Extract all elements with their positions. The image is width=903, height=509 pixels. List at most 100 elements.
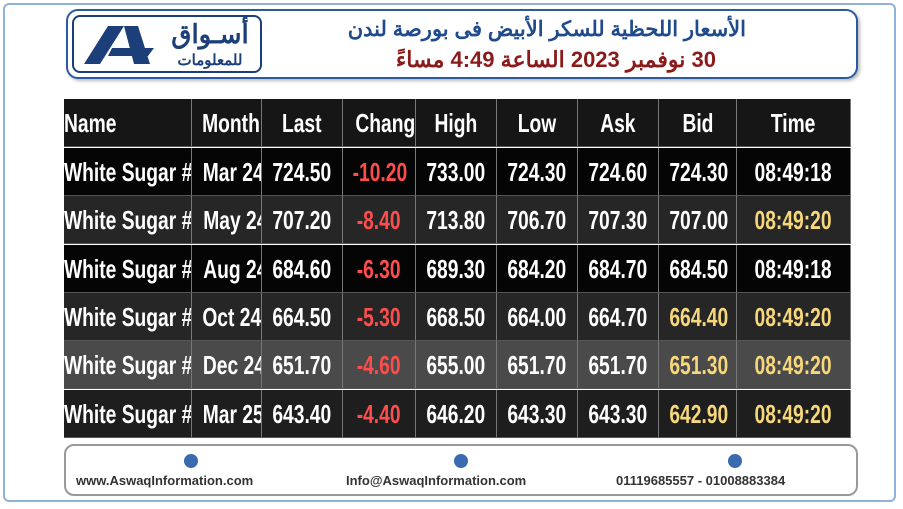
cell-text: White Sugar #5 <box>64 253 192 284</box>
cell: Mar 24 <box>192 148 262 196</box>
cell-text: 651.30 <box>669 350 729 381</box>
cell: Mar 25 <box>192 389 262 438</box>
cell: White Sugar #5 <box>64 292 192 341</box>
cell-text: 684.20 <box>507 253 567 284</box>
cell: -8.40 <box>343 196 416 245</box>
cell-text: -5.30 <box>357 301 401 332</box>
cell: White Sugar #5 <box>64 389 192 438</box>
cell-text: 655.00 <box>426 350 486 381</box>
column-header: High <box>416 99 497 147</box>
frame <box>3 3 896 502</box>
cell: Aug 24 <box>192 244 262 293</box>
cell: 655.00 <box>416 341 497 390</box>
cell: 664.00 <box>497 292 578 341</box>
cell: 643.30 <box>578 389 659 438</box>
cell-text: 08:49:20 <box>754 301 833 332</box>
cell: 08:49:20 <box>737 341 851 390</box>
cell-text: 08:49:20 <box>754 350 833 381</box>
header: أسـواق للمعلومات الأسعار اللحظية للسكر ا… <box>66 9 858 79</box>
column-header-text: High <box>434 108 478 138</box>
cell: 643.40 <box>262 389 343 438</box>
column-header: Change <box>343 99 416 147</box>
cell: 08:49:18 <box>737 244 851 293</box>
cell: 707.00 <box>659 196 737 245</box>
cell-text: -8.40 <box>357 205 401 236</box>
cell-text: 651.70 <box>272 350 332 381</box>
cell-text: Oct 24 <box>202 301 262 332</box>
cell-text: 08:49:18 <box>754 253 833 284</box>
website: www.AswaqInformation.com <box>76 473 254 488</box>
cell-text: 684.70 <box>588 253 648 284</box>
cell: 08:49:18 <box>737 148 851 196</box>
cell-text: -6.30 <box>357 253 401 284</box>
cell-text: 707.30 <box>588 205 648 236</box>
cell: 684.50 <box>659 244 737 293</box>
cell: 707.20 <box>262 196 343 245</box>
logo-text: أسـواق <box>171 19 249 49</box>
cell-text: Dec 24 <box>202 350 262 381</box>
column-header-text: Month <box>202 108 260 138</box>
column-header-text: Time <box>771 108 816 138</box>
cell: 706.70 <box>497 196 578 245</box>
column-header: Month <box>192 99 262 147</box>
cell-text: 643.30 <box>588 398 648 429</box>
column-header-text: Low <box>517 108 557 138</box>
cell-text: 684.50 <box>669 253 729 284</box>
cell: -4.40 <box>343 389 416 438</box>
email: Info@AswaqInformation.com <box>346 473 527 488</box>
column-header-text: Last <box>282 108 322 138</box>
cell-text: 643.40 <box>272 398 332 429</box>
cell: -4.60 <box>343 341 416 390</box>
cell-text: White Sugar #5 <box>64 398 192 429</box>
cell-text: 642.90 <box>669 398 729 429</box>
cell-text: White Sugar #5 <box>64 157 192 187</box>
cell-text: 707.00 <box>669 205 729 236</box>
cell: 684.20 <box>497 244 578 293</box>
cell: 724.30 <box>659 148 737 196</box>
column-header: Last <box>262 99 343 147</box>
cell: 643.30 <box>497 389 578 438</box>
cell-text: 724.50 <box>272 157 332 187</box>
cell: May 24 <box>192 196 262 245</box>
cell: 651.70 <box>262 341 343 390</box>
cell: 651.70 <box>497 341 578 390</box>
column-header-text: Ask <box>600 108 636 138</box>
cell-text: 08:49:18 <box>754 157 833 187</box>
cell-text: 664.40 <box>669 301 729 332</box>
cell-text: 724.30 <box>669 157 729 187</box>
cell-text: 08:49:20 <box>754 398 833 429</box>
subtitle: 30 نوفمبر 2023 الساعة 4:49 مساءً <box>395 47 716 72</box>
cell: 651.70 <box>578 341 659 390</box>
title: الأسعار اللحظية للسكر الأبيض فى بورصة لن… <box>347 18 746 41</box>
cell: -6.30 <box>343 244 416 293</box>
column-header-text: Bid <box>681 108 713 138</box>
cell: 668.50 <box>416 292 497 341</box>
cell: 651.30 <box>659 341 737 390</box>
cell: 724.50 <box>262 148 343 196</box>
cell-text: 664.50 <box>272 301 332 332</box>
web-icon <box>184 454 198 468</box>
cell-text: 646.20 <box>426 398 486 429</box>
cell: 689.30 <box>416 244 497 293</box>
cell: 08:49:20 <box>737 292 851 341</box>
column-header-text: Change <box>355 108 416 138</box>
column-header: Time <box>737 99 851 147</box>
cell-text: May 24 <box>203 205 262 236</box>
cell: Dec 24 <box>192 341 262 390</box>
cell-text: 724.60 <box>588 157 648 187</box>
mail-icon <box>454 454 468 468</box>
cell: 642.90 <box>659 389 737 438</box>
cell-text: 664.70 <box>588 301 648 332</box>
column-header-text: Name <box>64 108 117 138</box>
cell-text: White Sugar #5 <box>64 205 192 236</box>
column-header: Name <box>64 99 192 147</box>
cell-text: 706.70 <box>507 205 567 236</box>
cell: 684.70 <box>578 244 659 293</box>
cell-text: 668.50 <box>426 301 486 332</box>
cell-text: Mar 24 <box>202 157 262 187</box>
cell-text: 689.30 <box>426 253 486 284</box>
cell: 724.30 <box>497 148 578 196</box>
cell: 713.80 <box>416 196 497 245</box>
cell: 684.60 <box>262 244 343 293</box>
cell: White Sugar #5 <box>64 196 192 245</box>
